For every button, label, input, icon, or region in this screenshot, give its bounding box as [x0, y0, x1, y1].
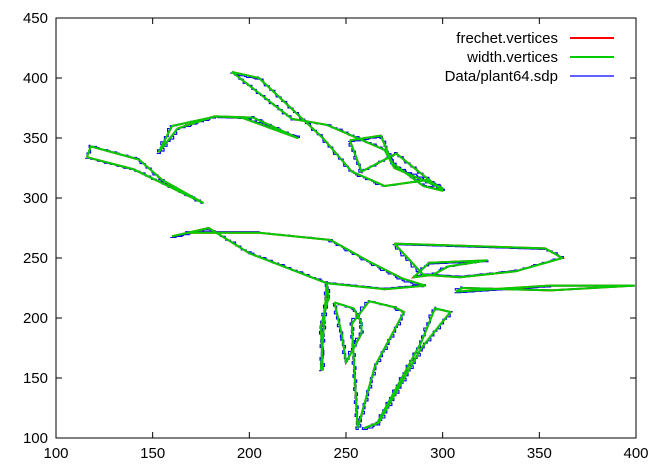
- y-tick-label: 100: [23, 430, 48, 447]
- y-tick-label: 300: [23, 190, 48, 207]
- y-tick-label: 450: [23, 10, 48, 27]
- series-width-shape: [333, 301, 363, 364]
- series-width-shape: [363, 307, 452, 430]
- x-tick-label: 250: [333, 445, 358, 462]
- legend-label: width.vertices: [466, 49, 558, 66]
- plot-area: [85, 71, 636, 431]
- plot-frame: [55, 17, 637, 439]
- series-width-shape: [412, 259, 489, 279]
- series-width-shape: [319, 282, 330, 371]
- axis-ticks: 100 150 200 250 300 350 400 100 150 200 250 300 350 4…: [23, 10, 649, 462]
- series-width-shape: [157, 115, 299, 154]
- y-tick-label: 250: [23, 250, 48, 267]
- x-tick-label: 100: [43, 445, 68, 462]
- y-tick-label: 400: [23, 70, 48, 87]
- series-width-shape: [171, 227, 427, 291]
- y-tick-label: 350: [23, 130, 48, 147]
- series-width-shape: [393, 242, 564, 279]
- series-width-shape: [348, 134, 444, 192]
- x-tick-label: 300: [430, 445, 455, 462]
- series-width-shape: [85, 145, 204, 204]
- legend-label: frechet.vertices: [456, 30, 558, 47]
- series-width-shape: [455, 284, 636, 293]
- series-width-shape: [350, 300, 405, 429]
- x-tick-label: 150: [140, 445, 165, 462]
- y-tick-label: 150: [23, 370, 48, 387]
- x-tick-label: 400: [623, 445, 648, 462]
- legend: frechet.vertices width.vertices Data/plant…: [445, 30, 614, 85]
- legend-label: Data/plant64.sdp: [445, 68, 558, 85]
- x-tick-label: 200: [237, 445, 262, 462]
- y-tick-label: 200: [23, 310, 48, 327]
- x-tick-label: 350: [527, 445, 552, 462]
